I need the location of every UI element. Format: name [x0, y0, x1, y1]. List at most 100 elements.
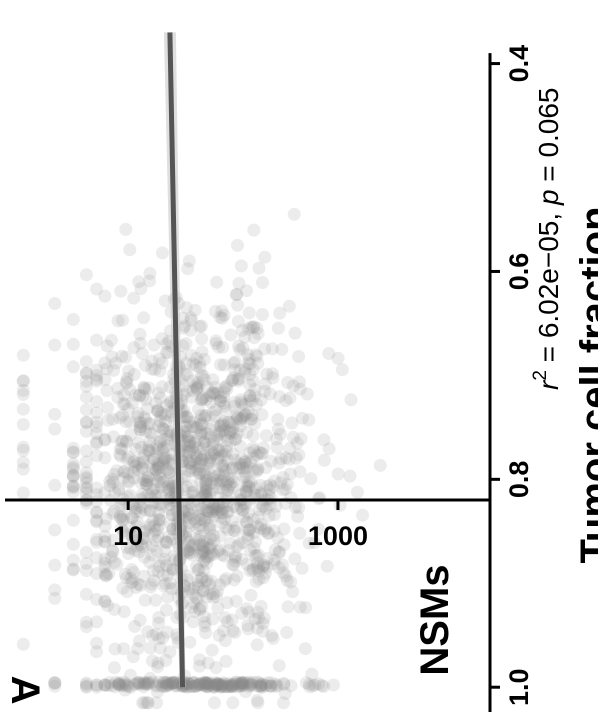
data-point [136, 462, 150, 476]
data-point [344, 393, 358, 407]
data-point [197, 535, 210, 549]
data-point [98, 486, 112, 500]
data-point [221, 484, 235, 497]
data-point [147, 452, 161, 466]
data-point [282, 299, 296, 313]
data-point [249, 465, 263, 478]
data-point [217, 624, 230, 638]
data-point [151, 404, 165, 418]
data-point [181, 585, 195, 599]
data-point [244, 475, 258, 489]
data-point [210, 505, 224, 519]
data-point [322, 442, 336, 456]
data-point [252, 611, 266, 625]
data-point [272, 456, 286, 470]
data-point [224, 423, 238, 437]
data-point [199, 626, 213, 640]
data-point [99, 512, 113, 526]
data-point [98, 535, 112, 549]
data-point [312, 522, 325, 536]
data-point [212, 499, 226, 513]
data-point [163, 645, 177, 659]
data-point [90, 435, 104, 449]
data-point [159, 577, 172, 591]
data-point [239, 469, 253, 483]
data-point [188, 303, 202, 317]
data-point [161, 346, 175, 360]
data-point [246, 513, 260, 527]
data-point [251, 327, 265, 340]
data-point [98, 567, 112, 581]
data-point [161, 590, 174, 604]
data-point [223, 677, 236, 691]
data-point [295, 411, 309, 425]
data-point [100, 362, 114, 376]
data-point [217, 418, 231, 432]
data-point [243, 446, 257, 460]
data-point [228, 554, 242, 568]
data-point [198, 435, 212, 449]
data-point [251, 556, 265, 570]
data-point [253, 679, 267, 693]
data-point [227, 356, 241, 370]
data-point [66, 337, 80, 351]
data-point [237, 676, 251, 689]
data-point [127, 471, 141, 485]
data-point [230, 427, 244, 440]
data-point [235, 458, 249, 471]
data-point [257, 611, 271, 625]
data-point [194, 428, 208, 442]
data-point [233, 363, 247, 377]
data-point [66, 485, 80, 499]
data-point [193, 603, 207, 617]
data-point [197, 564, 211, 578]
data-point [143, 521, 157, 534]
data-point [66, 457, 80, 471]
data-point [198, 676, 212, 690]
data-point [256, 276, 269, 289]
data-point [145, 577, 159, 591]
data-point [79, 476, 93, 489]
data-point [118, 397, 132, 411]
data-point [129, 442, 143, 456]
data-point [150, 439, 164, 453]
data-point [123, 488, 137, 502]
data-point [211, 452, 224, 466]
data-point [143, 671, 157, 685]
data-point [151, 459, 165, 473]
data-point [136, 389, 150, 403]
data-point [106, 475, 120, 489]
data-point [229, 675, 243, 689]
data-point [122, 475, 136, 489]
data-point [154, 513, 168, 527]
data-point [148, 363, 162, 376]
data-point [66, 562, 80, 576]
data-point [160, 603, 173, 617]
data-point [212, 628, 226, 642]
data-point [194, 474, 208, 488]
data-point [261, 527, 275, 540]
data-point [237, 461, 251, 475]
data-point [122, 680, 136, 694]
data-point [227, 371, 241, 385]
data-point [152, 419, 165, 433]
data-point [90, 415, 104, 429]
data-point [121, 474, 135, 488]
data-point [143, 458, 157, 472]
data-point [133, 423, 147, 437]
data-point [194, 408, 208, 422]
data-point [263, 387, 277, 401]
data-point [79, 679, 93, 693]
data-point [192, 402, 205, 416]
data-point [202, 541, 216, 555]
data-point [211, 601, 225, 615]
data-point [277, 696, 290, 710]
data-point [219, 654, 233, 668]
data-point [79, 620, 93, 634]
data-point [187, 538, 201, 552]
data-point [208, 380, 222, 394]
data-point [308, 678, 322, 692]
data-point [194, 529, 208, 543]
data-point [186, 588, 200, 602]
data-point [112, 483, 126, 497]
